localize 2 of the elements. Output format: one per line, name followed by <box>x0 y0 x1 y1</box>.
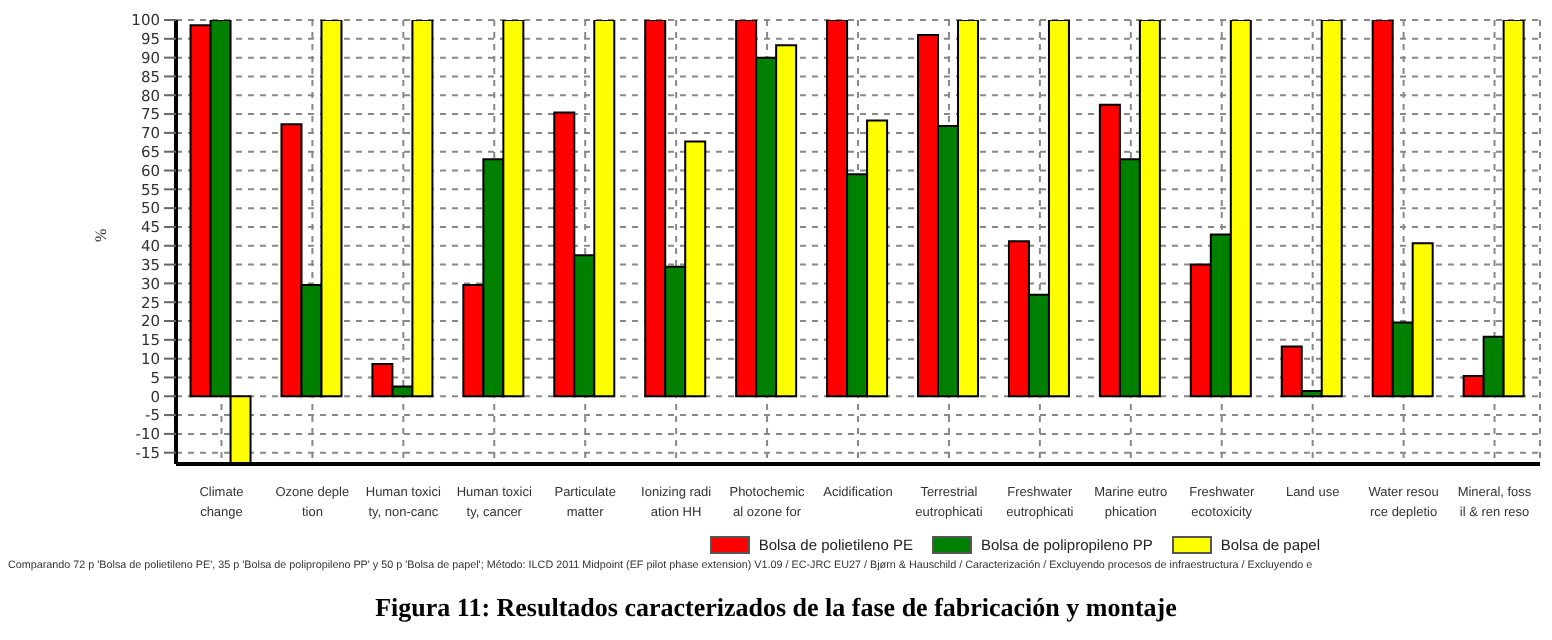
y-axis-title: % <box>91 228 110 242</box>
text: Figura 11: Resultados caracterizados de la fase de fabricación y montaje <box>373 592 1179 624</box>
